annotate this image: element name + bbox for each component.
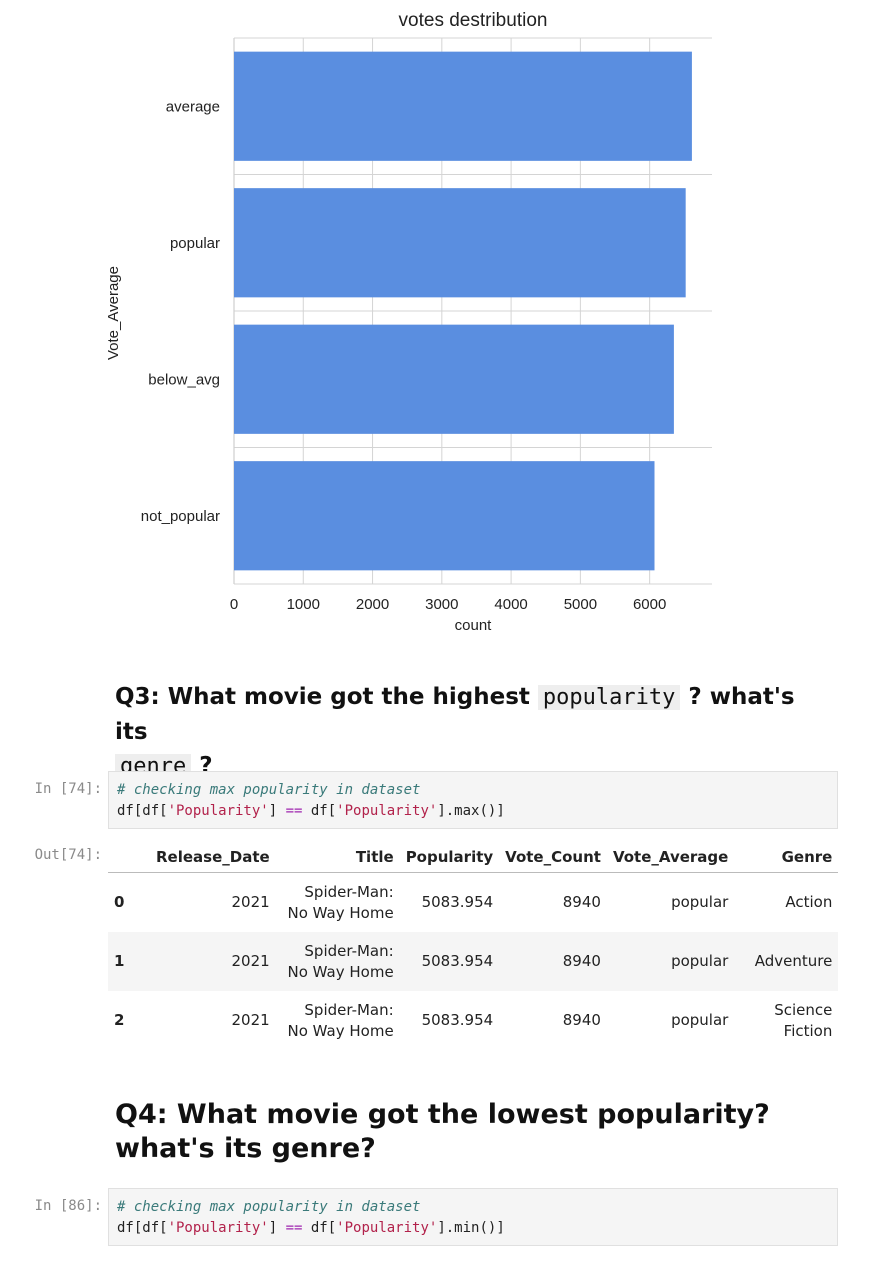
output-prompt-74: Out[74]:	[34, 847, 102, 863]
bar-popular	[234, 188, 686, 298]
cell-popularity: 5083.954	[421, 1011, 494, 1029]
row-index: 2	[114, 1011, 125, 1029]
table-row: 2 2021 Spider-Man: No Way Home 5083.954 8…	[108, 991, 838, 1050]
cell-title: Spider-Man: No Way Home	[287, 1000, 394, 1040]
question-4-heading: Q4: What movie got the lowest popularity…	[115, 1099, 770, 1164]
cell-release-date: 2021	[231, 893, 270, 911]
column-header-vote-average: Vote_Average	[606, 842, 735, 873]
bar-not-popular	[234, 461, 655, 571]
cell-title: Spider-Man: No Way Home	[287, 882, 394, 922]
table-header-row: Release_Date Title Popularity Vote_Count…	[108, 842, 839, 873]
code-line: df[df['Popularity'] == df['Popularity'].…	[117, 1220, 505, 1236]
code-line: df[df['Popularity'] == df['Popularity'].…	[117, 803, 505, 819]
code-cell-86[interactable]: # checking max popularity in dataset df[…	[108, 1188, 838, 1246]
cell-release-date: 2021	[231, 1011, 270, 1029]
chart-title: votes destribution	[399, 10, 548, 31]
cell-vote-average: popular	[606, 932, 735, 991]
x-tick-label: 6000	[633, 596, 666, 613]
code-comment: # checking max popularity in dataset	[117, 782, 421, 798]
column-header-popularity: Popularity	[399, 842, 500, 873]
x-tick-label: 5000	[564, 596, 597, 613]
cell-vote-average: popular	[671, 1011, 729, 1029]
bar-average	[234, 51, 692, 161]
cell-vote-count: 8940	[499, 932, 607, 991]
y-axis-label: Vote_Average	[105, 266, 122, 360]
cell-genre: Action	[785, 893, 833, 911]
code-cell-74[interactable]: # checking max popularity in dataset df[…	[108, 771, 838, 829]
question-3-heading: Q3: What movie got the highest popularit…	[115, 680, 835, 784]
cell-title: Spider-Man: No Way Home	[275, 932, 400, 991]
code-comment: # checking max popularity in dataset	[117, 1199, 421, 1215]
x-axis-label: count	[455, 617, 493, 634]
dataframe-output: Release_Date Title Popularity Vote_Count…	[108, 842, 839, 1050]
cell-release-date: 2021	[150, 932, 276, 991]
x-tick-label: 1000	[287, 596, 320, 613]
y-tick-label: not_popular	[141, 508, 220, 525]
column-header-vote-count: Vote_Count	[499, 842, 607, 873]
x-tick-label: 0	[230, 596, 238, 613]
cell-popularity: 5083.954	[399, 932, 500, 991]
row-index: 1	[108, 932, 150, 991]
column-header-title: Title	[275, 842, 400, 873]
table-row: 1 2021 Spider-Man: No Way Home 5083.954 8…	[108, 932, 839, 991]
q3-text-1: Q3: What movie got the highest	[115, 684, 538, 710]
y-tick-label: below_avg	[148, 371, 220, 388]
cell-popularity: 5083.954	[421, 893, 494, 911]
x-tick-label: 2000	[356, 596, 389, 613]
y-tick-label: popular	[170, 235, 220, 252]
y-tick-label: average	[166, 98, 220, 115]
q3-code-popularity: popularity	[537, 685, 681, 710]
x-tick-label: 4000	[494, 596, 527, 613]
q3-text-2: ? what's its	[115, 684, 795, 745]
votes-distribution-chart: 0 1000 2000 3000 4000 5000 6000 average popular b…	[105, 10, 712, 634]
cell-genre: Science Fiction	[774, 1000, 833, 1040]
x-tick-label: 3000	[425, 596, 458, 613]
input-prompt-74: In [74]:	[34, 781, 102, 797]
column-header-genre: Genre	[734, 842, 839, 873]
column-header-release-date: Release_Date	[150, 842, 276, 873]
bar-below-avg	[234, 324, 674, 434]
cell-genre: Adventure	[734, 932, 839, 991]
table-row: 0 2021 Spider-Man: No Way Home 5083.954 8…	[108, 873, 838, 933]
row-index: 0	[114, 893, 125, 911]
input-prompt-86: In [86]:	[34, 1198, 102, 1214]
cell-vote-count: 8940	[562, 1011, 601, 1029]
cell-vote-average: popular	[671, 893, 729, 911]
column-header-index	[108, 842, 150, 873]
cell-vote-count: 8940	[562, 893, 601, 911]
